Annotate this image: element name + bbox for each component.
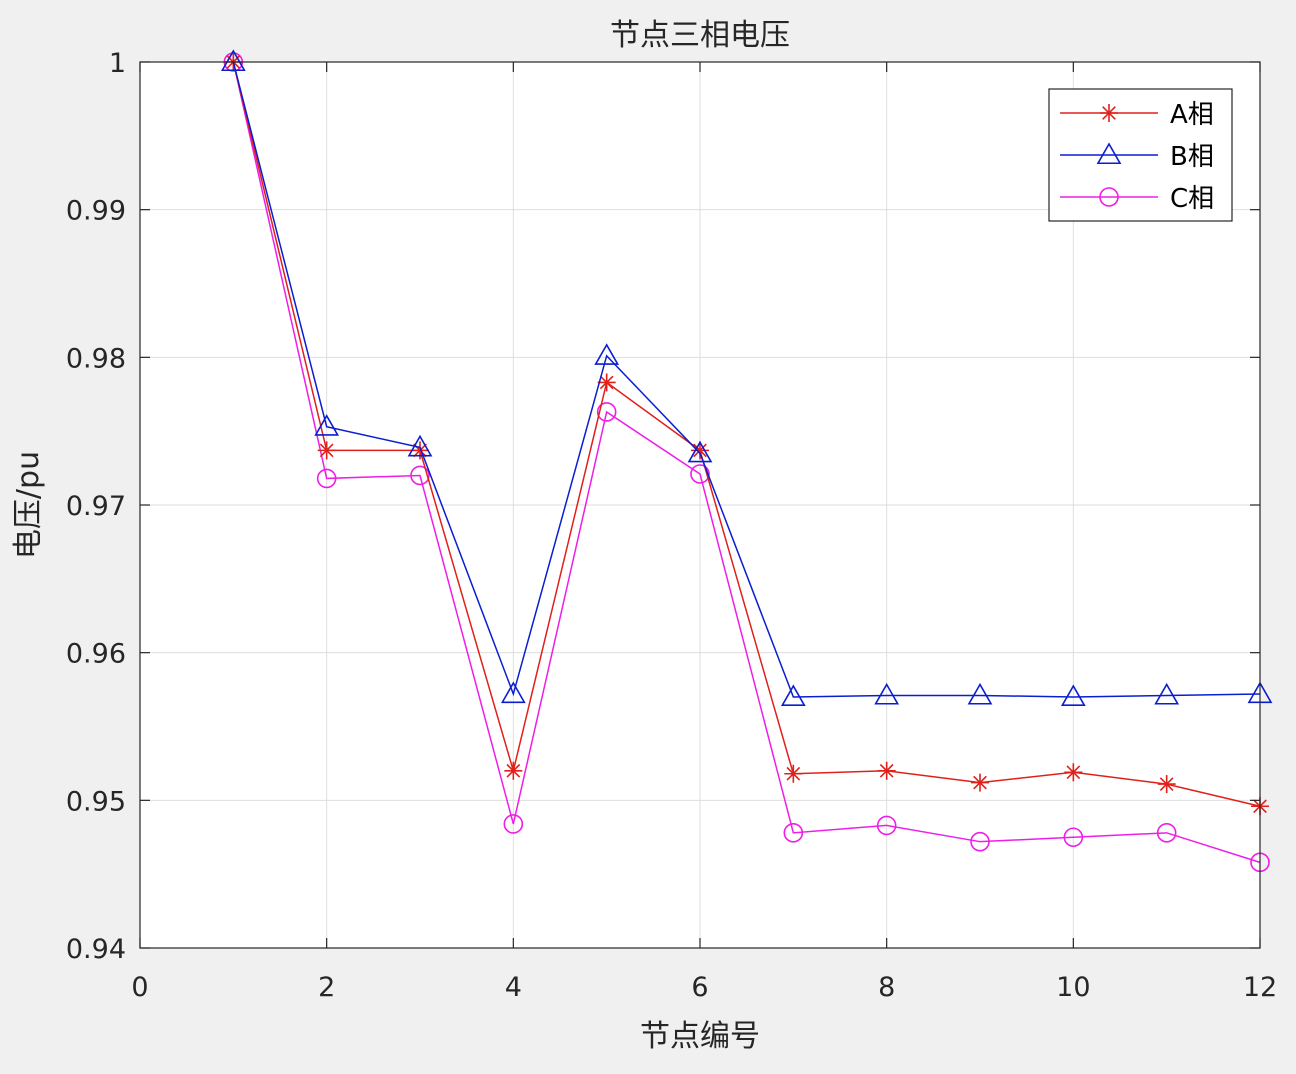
asterisk-marker xyxy=(784,764,803,783)
triangle-marker xyxy=(967,682,993,705)
circle-marker xyxy=(1063,827,1084,848)
x-tick-label: 12 xyxy=(1243,972,1277,1003)
x-tick-label: 8 xyxy=(878,972,895,1003)
triangle-marker xyxy=(220,49,246,72)
asterisk-marker xyxy=(1100,104,1118,122)
y-tick-label: 1 xyxy=(109,48,126,79)
triangle-marker xyxy=(780,684,806,707)
x-axis-label: 节点编号 xyxy=(640,1019,760,1054)
asterisk-marker xyxy=(877,761,896,780)
asterisk-marker xyxy=(971,773,989,792)
circle-marker xyxy=(596,402,617,422)
legend[interactable]: A相 B相 C相 xyxy=(1048,88,1233,222)
circle-marker xyxy=(690,464,710,484)
series-3 xyxy=(223,52,1270,873)
circle-marker xyxy=(876,815,897,836)
legend-entry: B相 xyxy=(1060,142,1214,172)
asterisk-marker xyxy=(691,441,709,460)
legend-entry: A相 xyxy=(1060,100,1214,130)
legend-entry: C相 xyxy=(1060,184,1214,214)
series-line xyxy=(232,61,1261,698)
legend-label: C相 xyxy=(1170,184,1214,214)
asterisk-marker xyxy=(317,441,336,460)
triangle-marker xyxy=(1060,684,1086,707)
triangle-marker xyxy=(594,343,620,365)
tick-labels: 0 2 4 6 8 10 12 0.94 0.95 0.96 0.97 0.98 0.99 1 xyxy=(66,48,1277,1003)
asterisk-marker xyxy=(1064,763,1083,782)
circle-marker xyxy=(1156,823,1177,843)
series-2 xyxy=(220,49,1273,707)
triangle-marker xyxy=(314,414,340,436)
triangle-marker xyxy=(1096,142,1122,165)
x-tick-label: 4 xyxy=(505,972,522,1003)
triangle-marker xyxy=(687,440,713,463)
y-tick-label: 0.99 xyxy=(66,196,126,227)
chart-title: 节点三相电压 xyxy=(610,18,790,53)
asterisk-marker xyxy=(504,761,523,780)
circle-marker xyxy=(316,468,337,489)
y-tick-label: 0.96 xyxy=(66,639,126,670)
series-line xyxy=(232,61,1261,807)
x-tick-label: 0 xyxy=(131,972,148,1003)
triangle-marker xyxy=(1154,682,1180,705)
circle-marker xyxy=(783,823,804,843)
circle-marker xyxy=(1099,187,1119,207)
asterisk-marker xyxy=(1157,775,1176,794)
legend-label: A相 xyxy=(1170,100,1214,130)
x-tick-label: 2 xyxy=(318,972,335,1003)
series-layer xyxy=(220,49,1273,873)
y-tick-label: 0.94 xyxy=(66,934,126,965)
y-tick-label: 0.98 xyxy=(66,343,126,374)
asterisk-marker xyxy=(411,441,429,460)
y-axis-label: 电压/pu xyxy=(11,451,46,559)
asterisk-marker xyxy=(597,373,616,392)
series-line xyxy=(232,61,1261,864)
triangle-marker xyxy=(500,681,526,704)
x-tick-label: 10 xyxy=(1056,972,1090,1003)
legend-label: B相 xyxy=(1170,142,1214,172)
circle-marker xyxy=(970,831,990,852)
circle-marker xyxy=(503,814,524,834)
y-tick-label: 0.97 xyxy=(66,491,126,522)
triangle-marker xyxy=(874,682,900,705)
x-tick-label: 6 xyxy=(691,972,708,1003)
circle-marker xyxy=(410,465,430,486)
y-tick-label: 0.95 xyxy=(66,786,126,817)
ticks xyxy=(139,61,1261,949)
triangle-marker xyxy=(407,434,433,457)
